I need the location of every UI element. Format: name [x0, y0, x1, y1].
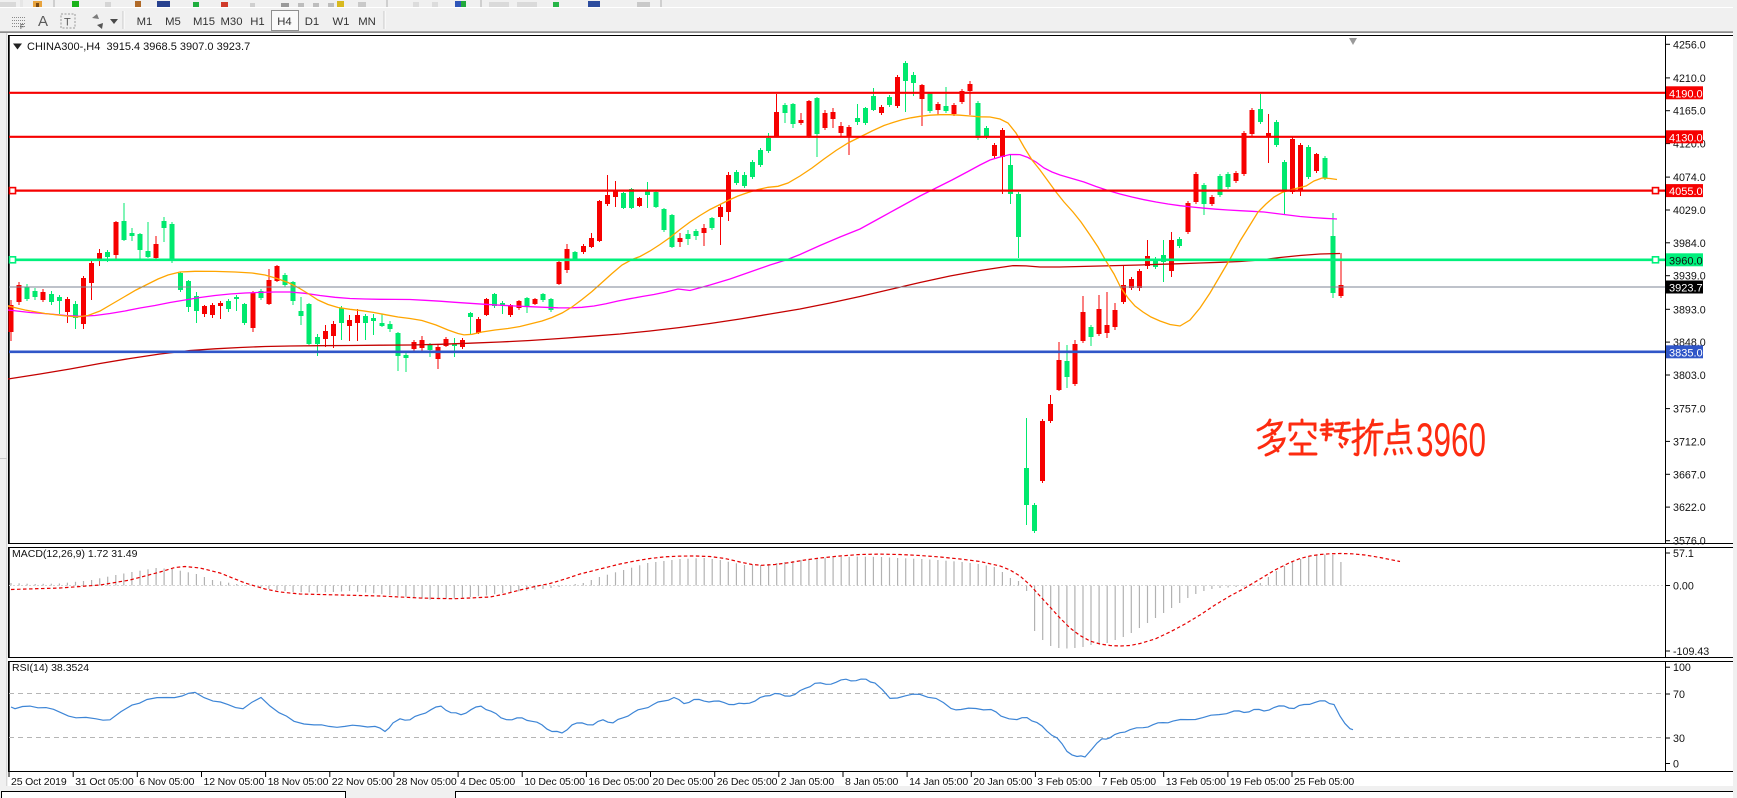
svg-text:3576.0: 3576.0	[1673, 536, 1706, 548]
svg-text:F: F	[20, 24, 24, 31]
svg-text:3 Feb 05:00: 3 Feb 05:00	[1037, 776, 1092, 788]
svg-text:0: 0	[1673, 759, 1679, 771]
svg-text:MN: MN	[358, 16, 376, 28]
svg-text:8 Jan 05:00: 8 Jan 05:00	[845, 776, 899, 788]
svg-text:3667.0: 3667.0	[1673, 469, 1706, 481]
svg-text:4074.0: 4074.0	[1673, 172, 1706, 184]
svg-text:3893.0: 3893.0	[1673, 304, 1706, 316]
svg-text:T: T	[64, 17, 71, 29]
svg-text:12 Nov 05:00: 12 Nov 05:00	[204, 776, 265, 788]
svg-text:4190.0: 4190.0	[1669, 88, 1703, 100]
svg-text:26 Dec 05:00: 26 Dec 05:00	[717, 776, 778, 788]
svg-text:28 Nov 05:00: 28 Nov 05:00	[396, 776, 457, 788]
svg-text:4029.0: 4029.0	[1673, 205, 1706, 217]
svg-text:19 Feb 05:00: 19 Feb 05:00	[1230, 776, 1290, 788]
svg-text:16 Dec 05:00: 16 Dec 05:00	[588, 776, 649, 788]
svg-text:100: 100	[1673, 662, 1691, 674]
svg-text:W1: W1	[333, 16, 350, 28]
svg-text:4165.0: 4165.0	[1673, 106, 1706, 118]
svg-text:A: A	[38, 13, 48, 30]
svg-text:4 Dec 05:00: 4 Dec 05:00	[460, 776, 515, 788]
svg-text:31 Oct 05:00: 31 Oct 05:00	[75, 776, 134, 788]
svg-text:4210.0: 4210.0	[1673, 73, 1706, 85]
svg-text:22 Nov 05:00: 22 Nov 05:00	[332, 776, 393, 788]
svg-text:3835.0: 3835.0	[1669, 347, 1703, 359]
svg-text:3712.0: 3712.0	[1673, 436, 1706, 448]
svg-text:20 Jan 05:00: 20 Jan 05:00	[973, 776, 1032, 788]
svg-text:RSI(14) 38.3524: RSI(14) 38.3524	[12, 662, 89, 674]
svg-text:M30: M30	[221, 16, 243, 28]
svg-text:18 Nov 05:00: 18 Nov 05:00	[268, 776, 329, 788]
svg-text:D1: D1	[305, 16, 319, 28]
svg-text:M5: M5	[165, 16, 181, 28]
svg-text:M1: M1	[137, 16, 153, 28]
svg-text:3939.0: 3939.0	[1673, 271, 1706, 283]
svg-text:25 Oct 2019: 25 Oct 2019	[11, 776, 67, 788]
svg-text:20 Dec 05:00: 20 Dec 05:00	[653, 776, 714, 788]
svg-text:M15: M15	[193, 16, 215, 28]
svg-text:57.1: 57.1	[1673, 548, 1694, 560]
svg-text:0.00: 0.00	[1673, 581, 1694, 593]
svg-text:25 Feb 05:00: 25 Feb 05:00	[1294, 776, 1354, 788]
svg-text:3622.0: 3622.0	[1673, 502, 1706, 514]
svg-text:4130.0: 4130.0	[1669, 132, 1703, 144]
svg-text:3923.7: 3923.7	[1669, 283, 1703, 295]
svg-text:4256.0: 4256.0	[1673, 39, 1706, 51]
svg-text:H1: H1	[250, 16, 264, 28]
svg-text:MACD(12,26,9) 1.72 31.49: MACD(12,26,9) 1.72 31.49	[12, 548, 138, 560]
svg-text:13 Feb 05:00: 13 Feb 05:00	[1166, 776, 1226, 788]
svg-text:3984.0: 3984.0	[1673, 238, 1706, 250]
svg-text:7 Feb 05:00: 7 Feb 05:00	[1102, 776, 1157, 788]
svg-text:70: 70	[1673, 689, 1685, 701]
svg-text:2 Jan 05:00: 2 Jan 05:00	[781, 776, 835, 788]
svg-text:3803.0: 3803.0	[1673, 370, 1706, 382]
svg-text:30: 30	[1673, 733, 1685, 745]
svg-text:3757.0: 3757.0	[1673, 404, 1706, 416]
svg-text:6 Nov 05:00: 6 Nov 05:00	[139, 776, 194, 788]
svg-text:14 Jan 05:00: 14 Jan 05:00	[909, 776, 968, 788]
svg-text:H4: H4	[277, 16, 291, 28]
svg-text:4055.0: 4055.0	[1669, 186, 1703, 198]
svg-text:10 Dec 05:00: 10 Dec 05:00	[524, 776, 585, 788]
svg-text:CHINA300-,H4 3915.4 3968.5 39: CHINA300-,H4 3915.4 3968.5 3907.0 3923.7	[27, 41, 250, 53]
svg-text:3960.0: 3960.0	[1669, 255, 1703, 267]
svg-text:-109.43: -109.43	[1673, 646, 1709, 658]
svg-text:3960: 3960	[1416, 413, 1486, 466]
